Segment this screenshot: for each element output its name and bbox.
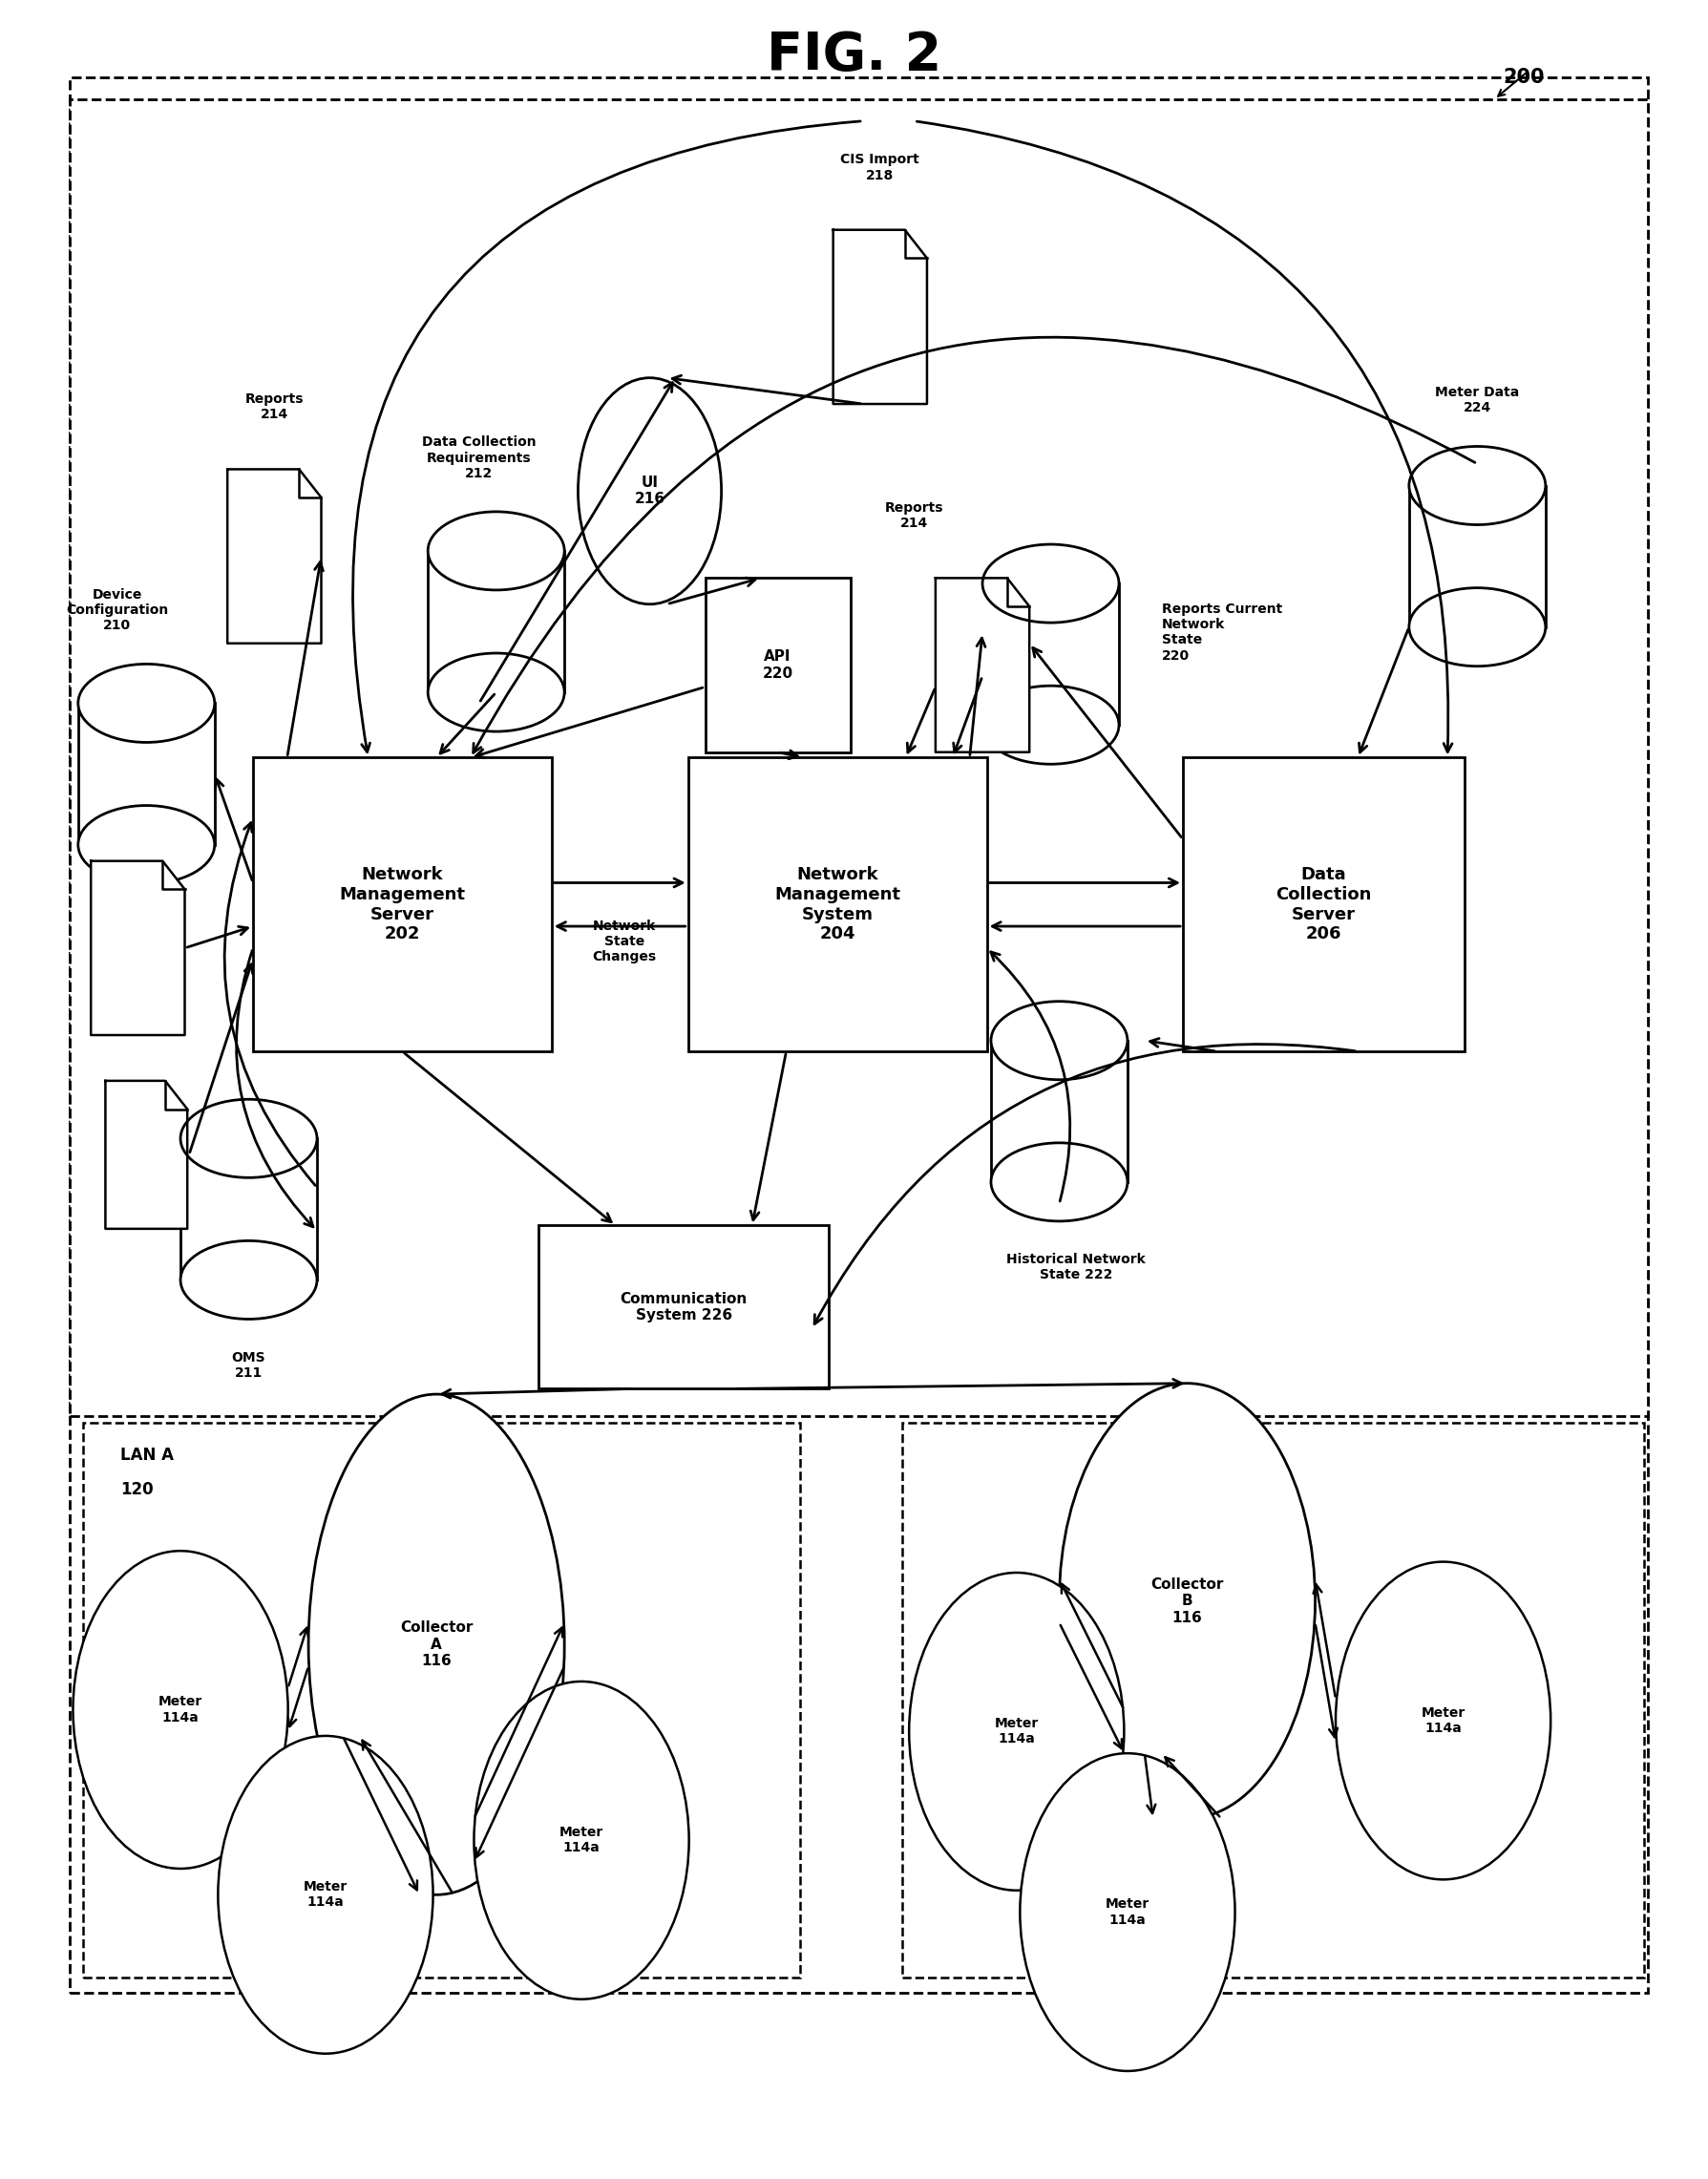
Ellipse shape — [181, 1240, 316, 1318]
Ellipse shape — [991, 1142, 1127, 1220]
Ellipse shape — [1407, 447, 1544, 525]
Ellipse shape — [307, 1395, 564, 1896]
Text: Meter Data
224: Meter Data 224 — [1435, 386, 1518, 414]
Text: Network
State
Changes: Network State Changes — [591, 920, 656, 963]
Text: Meter
114a: Meter 114a — [159, 1695, 203, 1724]
Text: Network
Management
Server
202: Network Management Server 202 — [340, 865, 465, 944]
Text: Meter
114a: Meter 114a — [1105, 1898, 1149, 1926]
Text: Meter
114a: Meter 114a — [994, 1717, 1038, 1745]
Ellipse shape — [79, 806, 215, 885]
Ellipse shape — [1059, 1384, 1315, 1819]
Bar — [79, 704, 215, 845]
Text: Network
Management
System
204: Network Management System 204 — [774, 865, 900, 944]
FancyBboxPatch shape — [253, 758, 552, 1052]
Text: Communication
System 226: Communication System 226 — [620, 1292, 746, 1323]
FancyBboxPatch shape — [688, 758, 986, 1052]
Polygon shape — [91, 861, 184, 1035]
Polygon shape — [834, 229, 926, 403]
Ellipse shape — [427, 512, 564, 591]
Bar — [181, 1137, 316, 1279]
Text: 120: 120 — [121, 1482, 154, 1499]
Bar — [427, 551, 564, 693]
Ellipse shape — [1336, 1562, 1549, 1880]
Text: 120: 120 — [1221, 1482, 1254, 1499]
Text: Meter
114a: Meter 114a — [1421, 1706, 1464, 1734]
Text: OMS
211: OMS 211 — [232, 1351, 266, 1379]
Bar — [1407, 486, 1544, 628]
FancyBboxPatch shape — [902, 1423, 1643, 1979]
Ellipse shape — [982, 686, 1119, 765]
FancyBboxPatch shape — [705, 577, 851, 752]
Ellipse shape — [982, 545, 1119, 623]
Ellipse shape — [79, 665, 215, 743]
Text: FIG. 2: FIG. 2 — [767, 31, 941, 81]
Text: Collector
B
116: Collector B 116 — [1149, 1578, 1223, 1626]
Text: Meter
114a: Meter 114a — [304, 1880, 347, 1909]
Polygon shape — [934, 577, 1028, 752]
Ellipse shape — [473, 1682, 688, 1998]
Text: Reports
214: Reports 214 — [885, 501, 943, 529]
Text: Data
Collection
Server
206: Data Collection Server 206 — [1276, 865, 1372, 944]
FancyBboxPatch shape — [70, 100, 1647, 1416]
Text: Data Collection
Requirements
212: Data Collection Requirements 212 — [422, 436, 536, 479]
FancyBboxPatch shape — [84, 1423, 799, 1979]
Text: CIS Import
218: CIS Import 218 — [840, 153, 919, 183]
Ellipse shape — [181, 1098, 316, 1177]
Ellipse shape — [991, 1002, 1127, 1081]
Text: Collector
A
116: Collector A 116 — [400, 1621, 473, 1669]
Ellipse shape — [909, 1573, 1124, 1891]
Text: LAN A: LAN A — [121, 1447, 174, 1464]
Text: Reports
214: Reports 214 — [244, 392, 304, 421]
Ellipse shape — [1407, 588, 1544, 667]
Bar — [982, 584, 1119, 726]
Ellipse shape — [577, 377, 721, 604]
FancyBboxPatch shape — [538, 1225, 828, 1388]
Text: API
220: API 220 — [762, 649, 793, 680]
Text: Meter
114a: Meter 114a — [559, 1826, 603, 1854]
Text: 200: 200 — [1501, 68, 1544, 87]
Ellipse shape — [73, 1551, 289, 1870]
Polygon shape — [106, 1081, 188, 1229]
Text: LAN B: LAN B — [1221, 1447, 1274, 1464]
Bar — [991, 1042, 1127, 1181]
Ellipse shape — [427, 654, 564, 732]
Text: Historical Network
State 222: Historical Network State 222 — [1006, 1253, 1146, 1281]
Polygon shape — [227, 468, 321, 643]
Text: Reports Current
Network
State
220: Reports Current Network State 220 — [1161, 604, 1281, 662]
Text: Device
Configuration
210: Device Configuration 210 — [67, 588, 169, 632]
Ellipse shape — [1020, 1754, 1235, 2070]
FancyBboxPatch shape — [1182, 758, 1464, 1052]
Text: UI
216: UI 216 — [634, 475, 664, 506]
Ellipse shape — [219, 1737, 432, 2053]
Text: Marriage
File
208: Marriage File 208 — [104, 769, 171, 813]
